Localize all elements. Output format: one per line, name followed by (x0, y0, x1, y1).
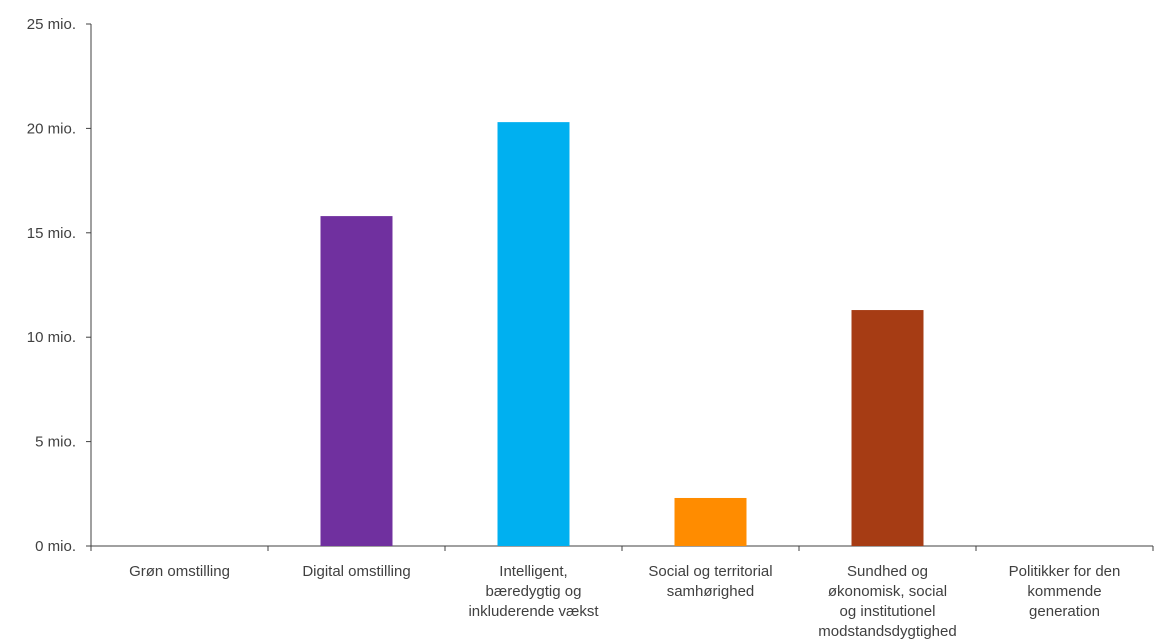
y-tick-label: 10 mio. (27, 329, 76, 346)
category-label: Grøn omstilling (129, 563, 230, 580)
category-labels: Grøn omstilling Digital omstilling Intelli… (129, 563, 1120, 640)
y-axis: 0 mio. 5 mio. 10 mio. 15 mio. 20 mio. 25 mio. (27, 16, 92, 555)
category-label-line: Intelligent, (499, 563, 567, 580)
category-label: Intelligent, bæredygtig og inkluderende væ… (468, 563, 599, 620)
category-label-line: økonomisk, social (828, 583, 947, 600)
category-label: Sundhed og økonomisk, social og institutio… (818, 563, 956, 640)
category-label-line: bæredygtig og (486, 583, 582, 600)
y-tick-label: 0 mio. (35, 538, 76, 555)
y-tick-label: 15 mio. (27, 225, 76, 242)
category-label-line: samhørighed (667, 583, 755, 600)
bar (320, 216, 393, 546)
category-label: Politikker for den kommende generation (1009, 563, 1121, 620)
category-label-line: Grøn omstilling (129, 563, 230, 580)
x-axis (90, 545, 1154, 551)
category-label-line: Social og territorial (648, 563, 772, 580)
bar (497, 122, 570, 547)
category-label-line: Sundhed og (847, 563, 928, 580)
category-label-line: generation (1029, 603, 1100, 620)
category-label-line: kommende (1027, 583, 1101, 600)
bar (674, 497, 747, 546)
category-label: Digital omstilling (302, 563, 410, 580)
y-tick-label: 20 mio. (27, 120, 76, 137)
category-label-line: Politikker for den (1009, 563, 1121, 580)
category-label-line: inkluderende vækst (468, 603, 599, 620)
bar (851, 310, 924, 546)
bars (320, 122, 924, 547)
y-tick-label: 5 mio. (35, 434, 76, 451)
category-label-line: modstandsdygtighed (818, 623, 956, 640)
category-label: Social og territorial samhørighed (648, 563, 772, 600)
category-label-line: Digital omstilling (302, 563, 410, 580)
y-tick-label: 25 mio. (27, 16, 76, 33)
category-label-line: og institutionel (840, 603, 936, 620)
